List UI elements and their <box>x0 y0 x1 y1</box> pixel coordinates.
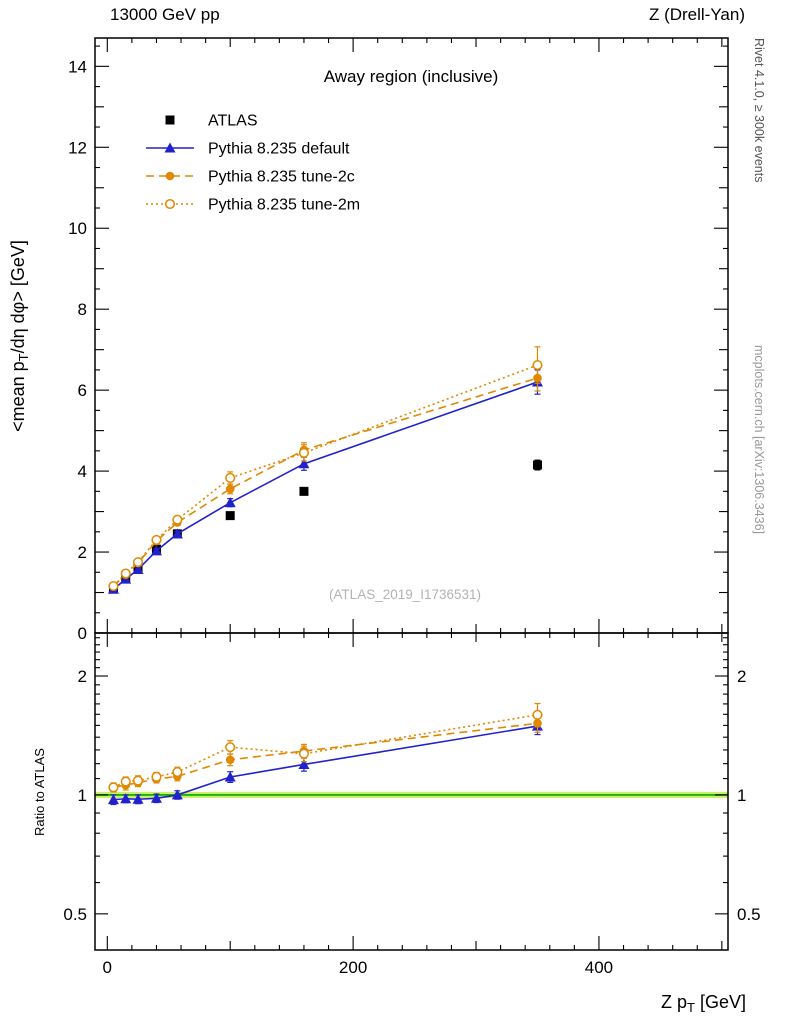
plot-title: Away region (inclusive) <box>324 67 498 86</box>
ratio-series-pythia-8-235-tune-2m <box>108 702 543 793</box>
svg-text:4: 4 <box>78 462 87 481</box>
legend-item-pythia-8-235-default: Pythia 8.235 default <box>146 141 350 158</box>
legend-item-pythia-8-235-tune-2c: Pythia 8.235 tune-2c <box>146 169 355 186</box>
svg-text:1: 1 <box>737 786 746 805</box>
ratio-series-pythia-8-235-tune-2c <box>109 714 542 793</box>
svg-text:0: 0 <box>103 958 112 977</box>
plot-annotations: Away region (inclusive) (ATLAS_2019_I1736… <box>324 67 498 602</box>
y-axis-title: <mean pT/dη dφ> [GeV] <box>8 240 31 432</box>
svg-text:0.5: 0.5 <box>63 905 87 924</box>
process-label: Z (Drell-Yan) <box>648 5 745 24</box>
mcplots-attribution-label: mcplots.cern.ch [arXiv:1306.3436] <box>752 345 766 534</box>
svg-text:14: 14 <box>68 57 87 76</box>
svg-text:10: 10 <box>68 219 87 238</box>
svg-text:6: 6 <box>78 381 87 400</box>
legend: ATLAS Pythia 8.235 default Pythia 8.235 tu… <box>146 113 360 214</box>
legend-label: Pythia 8.235 tune-2c <box>208 169 355 186</box>
x-axis-title: Z pT [GeV] <box>661 992 746 1015</box>
svg-text:200: 200 <box>339 958 367 977</box>
svg-text:8: 8 <box>78 300 87 319</box>
analysis-watermark: (ATLAS_2019_I1736531) <box>329 587 481 602</box>
svg-text:2: 2 <box>737 667 746 686</box>
svg-text:2: 2 <box>78 667 87 686</box>
svg-text:2: 2 <box>78 543 87 562</box>
legend-label: Pythia 8.235 default <box>208 141 350 158</box>
rivet-version-label: Rivet 4.1.0, ≥ 300k events <box>752 38 766 183</box>
main-series-pythia-8-235-tune-2m <box>108 346 543 592</box>
legend-label: ATLAS <box>208 113 258 130</box>
svg-text:1: 1 <box>78 786 87 805</box>
legend-item-atlas: ATLAS <box>165 113 258 130</box>
svg-text:0.5: 0.5 <box>737 905 761 924</box>
legend-label: Pythia 8.235 tune-2m <box>208 197 360 214</box>
main-series-pythia-8-235-default <box>107 369 543 594</box>
svg-text:12: 12 <box>68 138 87 157</box>
legend-item-pythia-8-235-tune-2m: Pythia 8.235 tune-2m <box>146 197 360 214</box>
axis-ticks <box>95 38 728 950</box>
svg-text:400: 400 <box>585 958 613 977</box>
main-series-pythia-8-235-tune-2c <box>109 364 542 591</box>
ratio-reference-band <box>95 791 728 799</box>
plot-frames <box>94 37 729 951</box>
svg-text:0: 0 <box>78 624 87 643</box>
ratio-y-axis-title: Ratio to ATLAS <box>32 748 47 836</box>
beam-energy-label: 13000 GeV pp <box>110 5 220 24</box>
axis-titles: <mean pT/dη dφ> [GeV] Ratio to ATLAS Z pT … <box>8 240 746 1015</box>
